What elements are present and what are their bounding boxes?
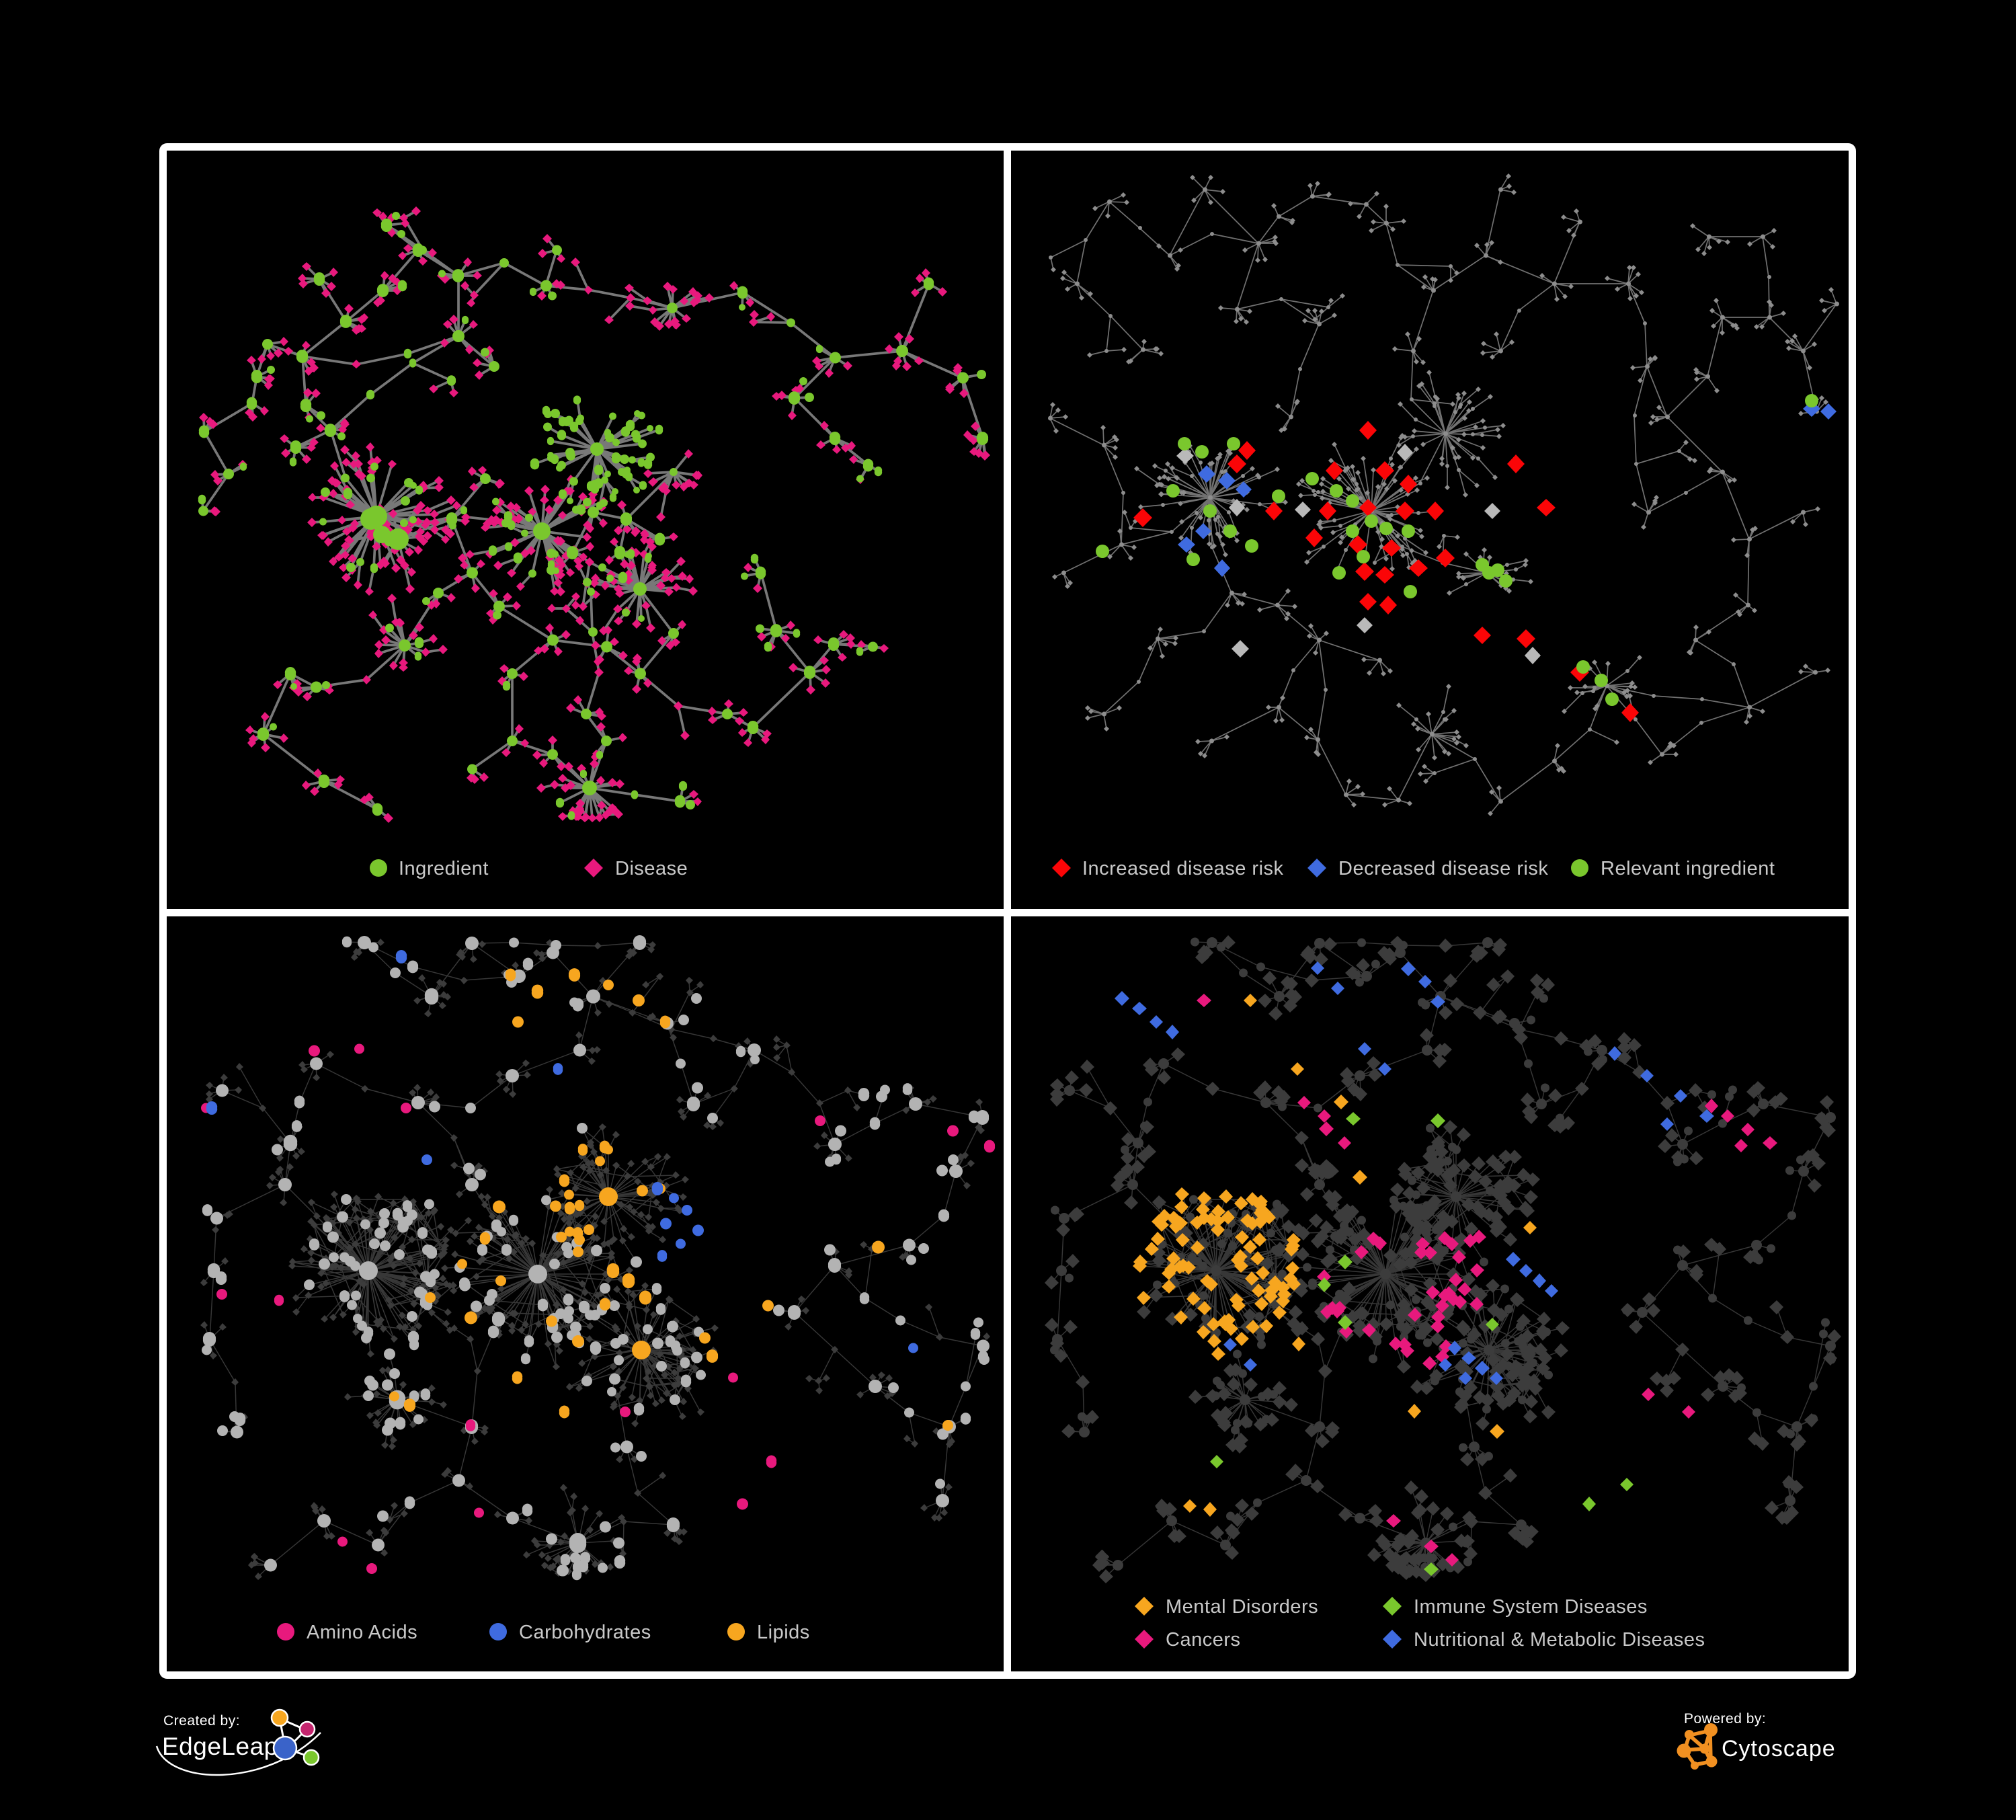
svg-text:Disease: Disease	[615, 858, 688, 879]
svg-text:EdgeLeap: EdgeLeap	[162, 1733, 278, 1760]
svg-text:Immune System Diseases: Immune System Diseases	[1414, 1596, 1648, 1618]
svg-text:Mental Disorders: Mental Disorders	[1166, 1596, 1318, 1618]
svg-text:Lipids: Lipids	[757, 1622, 810, 1643]
svg-text:Ingredient: Ingredient	[399, 858, 489, 879]
svg-text:Cancers: Cancers	[1166, 1629, 1241, 1651]
svg-text:Carbohydrates: Carbohydrates	[519, 1622, 651, 1643]
svg-text:Powered by:: Powered by:	[1684, 1711, 1766, 1727]
svg-text:Nutritional & Metabolic Diseas: Nutritional & Metabolic Diseases	[1414, 1629, 1705, 1651]
svg-text:Relevant ingredient: Relevant ingredient	[1601, 858, 1775, 879]
svg-text:Created by:: Created by:	[163, 1713, 240, 1729]
svg-text:Cytoscape: Cytoscape	[1722, 1736, 1836, 1762]
svg-text:Amino Acids: Amino Acids	[307, 1622, 417, 1643]
svg-text:Decreased disease risk: Decreased disease risk	[1338, 858, 1548, 879]
svg-text:Increased disease risk: Increased disease risk	[1082, 858, 1284, 879]
